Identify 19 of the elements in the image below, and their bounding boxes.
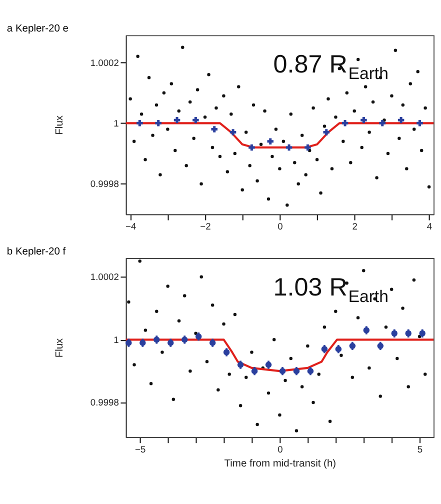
y-tick-label: 0.9998 (90, 398, 119, 408)
x-tick-label: −5 (135, 444, 146, 454)
x-tick-label: 5 (417, 444, 423, 454)
y-tick-label: 1 (114, 334, 119, 345)
x-tick-label: −2 (200, 222, 211, 232)
x-axis-title: Time from mid-transit (h) (224, 458, 336, 470)
y-tick-label: 1.0002 (90, 272, 119, 282)
x-tick-label: 4 (426, 222, 432, 232)
text: a Kepler-20 e (6, 23, 69, 34)
y-tick-label: 1 (114, 118, 119, 128)
text: b Kepler-20 f (6, 246, 66, 258)
x-tick-label: 0 (278, 444, 283, 454)
y-tick-label: 0.9998 (90, 179, 119, 190)
x-tick-label: 2 (352, 222, 358, 232)
y-tick-label: 1.0002 (90, 58, 119, 68)
x-tick-label: 0 (278, 222, 283, 232)
y-axis-title: Flux (54, 114, 66, 135)
x-tick-label: −4 (126, 222, 136, 232)
y-axis-title: Flux (54, 337, 66, 358)
